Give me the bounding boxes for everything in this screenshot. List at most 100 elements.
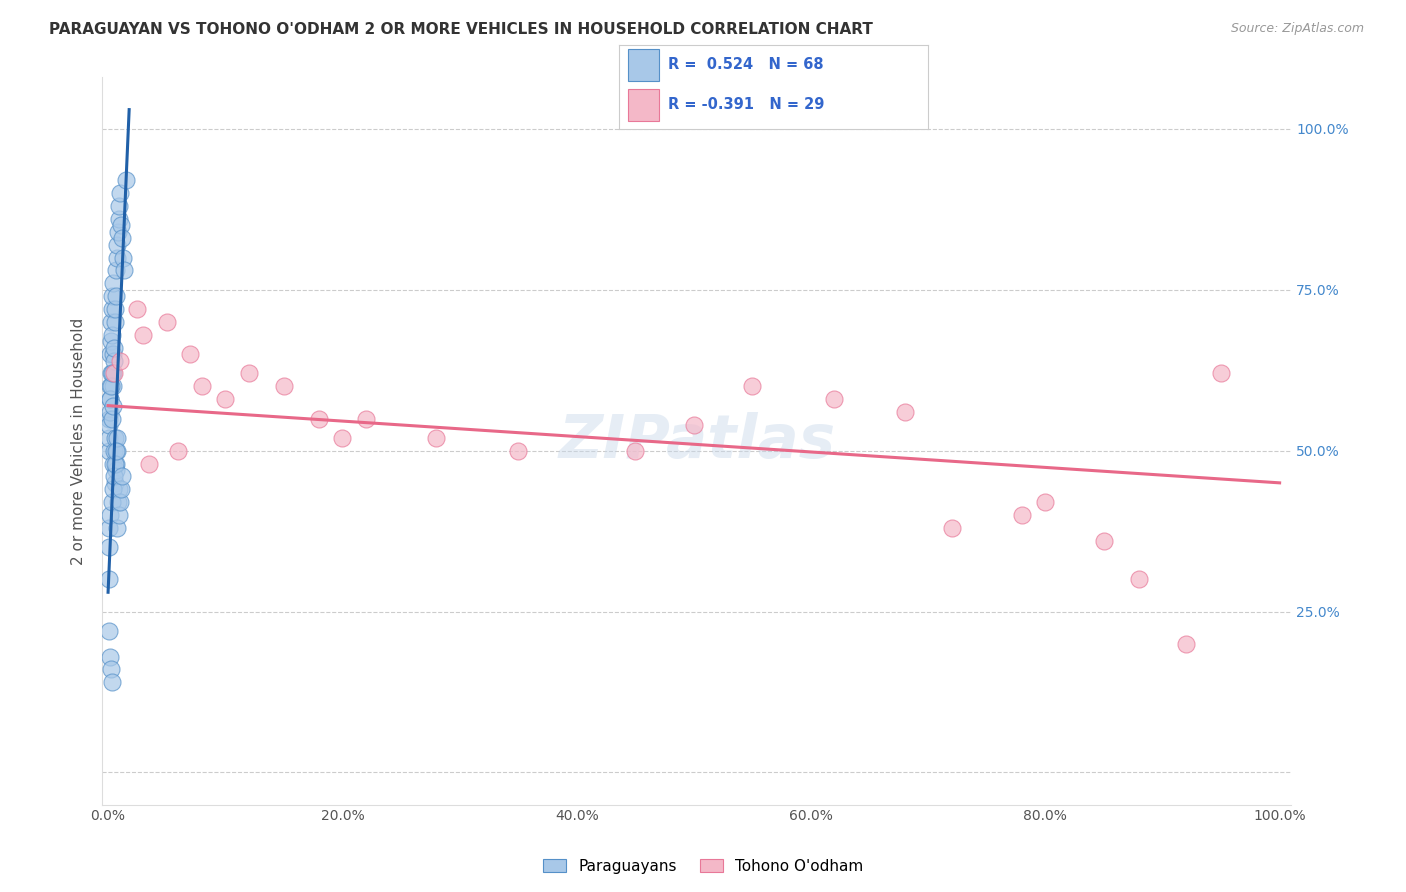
Point: [101, 399, 124, 413]
Point: [98, 417, 121, 432]
Point: [508, 443, 530, 458]
Point: [1128, 573, 1150, 587]
Point: [101, 675, 124, 690]
Point: [107, 483, 129, 497]
Text: PARAGUAYAN VS TOHONO O'ODHAM 2 OR MORE VEHICLES IN HOUSEHOLD CORRELATION CHART: PARAGUAYAN VS TOHONO O'ODHAM 2 OR MORE V…: [49, 22, 873, 37]
Point: [107, 237, 129, 252]
Point: [624, 443, 647, 458]
Point: [741, 379, 763, 393]
Point: [104, 302, 127, 317]
Point: [97, 540, 120, 554]
Point: [101, 483, 124, 497]
Point: [191, 379, 214, 393]
Point: [101, 289, 124, 303]
Point: [108, 199, 131, 213]
Point: [108, 495, 131, 509]
Point: [100, 334, 122, 349]
Point: [103, 367, 125, 381]
Point: [105, 443, 128, 458]
Point: [100, 367, 122, 381]
Point: [107, 431, 129, 445]
Point: [1011, 508, 1033, 522]
Point: [100, 302, 122, 317]
Point: [100, 663, 122, 677]
Point: [100, 508, 122, 522]
Point: [138, 457, 160, 471]
Point: [214, 392, 236, 407]
Point: [104, 457, 127, 471]
Y-axis label: 2 or more Vehicles in Household: 2 or more Vehicles in Household: [72, 318, 86, 565]
Point: [107, 508, 129, 522]
Point: [111, 231, 134, 245]
Point: [101, 411, 124, 425]
Point: [110, 483, 132, 497]
Point: [98, 405, 121, 419]
Point: [103, 315, 125, 329]
Point: [98, 443, 121, 458]
Point: [111, 469, 134, 483]
Point: [98, 573, 121, 587]
Point: [179, 347, 201, 361]
Text: R = -0.391   N = 29: R = -0.391 N = 29: [668, 97, 824, 112]
Point: [104, 475, 127, 490]
Point: [97, 624, 120, 638]
Point: [1033, 495, 1056, 509]
Point: [941, 521, 963, 535]
Point: [1092, 533, 1115, 548]
Point: [682, 417, 704, 432]
Point: [110, 219, 132, 233]
Point: [156, 315, 179, 329]
Point: [107, 212, 129, 227]
Point: [103, 443, 125, 458]
Point: [103, 457, 125, 471]
Point: [108, 186, 131, 201]
Point: [100, 495, 122, 509]
Point: [132, 327, 155, 342]
Point: [238, 367, 260, 381]
FancyBboxPatch shape: [628, 88, 659, 120]
Text: R =  0.524   N = 68: R = 0.524 N = 68: [668, 57, 824, 72]
Point: [100, 392, 122, 407]
Point: [98, 411, 121, 425]
Point: [114, 173, 136, 187]
Point: [112, 251, 135, 265]
Point: [114, 263, 136, 277]
Point: [107, 495, 129, 509]
Point: [98, 521, 121, 535]
Point: [100, 315, 122, 329]
Point: [100, 379, 122, 393]
FancyBboxPatch shape: [628, 49, 659, 81]
Point: [98, 649, 121, 664]
Point: [101, 379, 124, 393]
Point: [167, 443, 190, 458]
Point: [97, 431, 120, 445]
Point: [425, 431, 447, 445]
Point: [107, 521, 129, 535]
Point: [100, 367, 122, 381]
Point: [103, 431, 125, 445]
Point: [1209, 367, 1232, 381]
Point: [101, 327, 124, 342]
Point: [104, 289, 127, 303]
Point: [823, 392, 845, 407]
Point: [105, 251, 128, 265]
Point: [308, 411, 330, 425]
Point: [103, 367, 125, 381]
Point: [893, 405, 915, 419]
Point: [107, 225, 129, 239]
Point: [104, 463, 127, 477]
Point: [98, 347, 121, 361]
Point: [127, 302, 149, 317]
Legend: Paraguayans, Tohono O'odham: Paraguayans, Tohono O'odham: [537, 853, 869, 880]
Point: [103, 341, 125, 355]
Text: ZIPatlas: ZIPatlas: [558, 411, 835, 470]
Point: [273, 379, 295, 393]
Point: [98, 379, 121, 393]
Point: [103, 469, 125, 483]
Text: Source: ZipAtlas.com: Source: ZipAtlas.com: [1230, 22, 1364, 36]
Point: [101, 347, 124, 361]
Point: [105, 443, 128, 458]
Point: [103, 353, 125, 368]
Point: [105, 457, 128, 471]
Point: [354, 411, 377, 425]
